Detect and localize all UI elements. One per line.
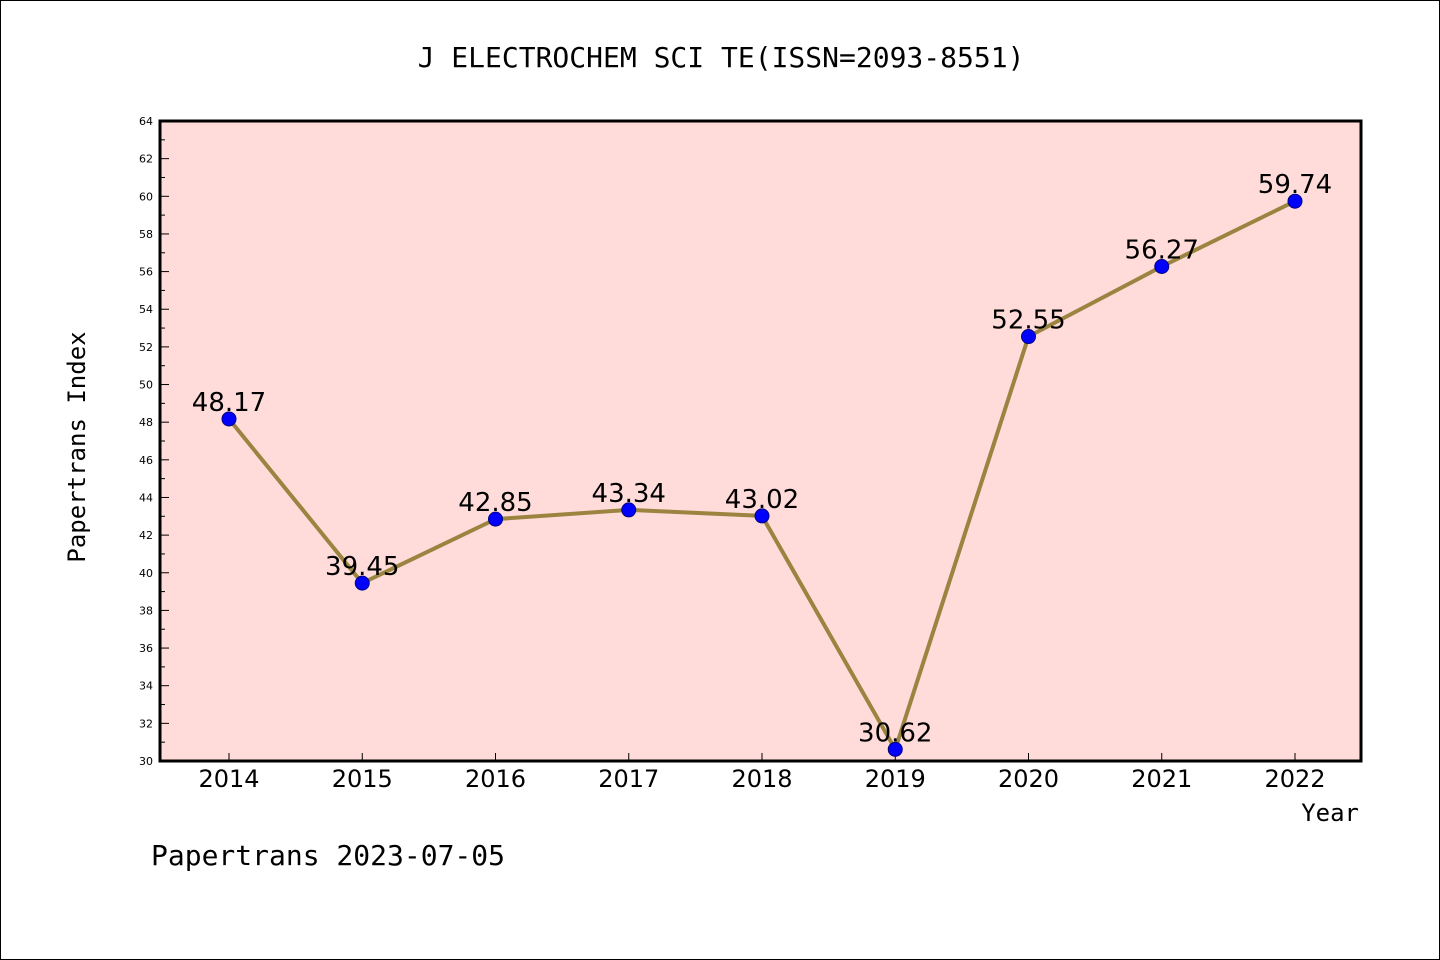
data-point xyxy=(1154,259,1170,275)
y-tick-label: 34 xyxy=(139,680,153,693)
data-point xyxy=(354,575,370,591)
plot-border xyxy=(158,119,1363,763)
data-point xyxy=(1287,193,1303,209)
y-tick-label: 30 xyxy=(139,755,153,768)
data-point xyxy=(221,411,237,427)
x-tick-label: 2020 xyxy=(998,765,1059,793)
x-tick-label: 2019 xyxy=(865,765,926,793)
x-tick-label: 2015 xyxy=(332,765,393,793)
y-tick-label: 56 xyxy=(139,266,153,279)
y-tick-label: 50 xyxy=(139,379,153,392)
y-tick-label: 62 xyxy=(139,153,153,166)
y-tick-label: 32 xyxy=(139,717,153,730)
data-label: 43.02 xyxy=(725,485,799,515)
x-tick-label: 2014 xyxy=(198,765,259,793)
x-axis-label: Year xyxy=(1301,799,1359,827)
data-labels: 48.17 39.45 42.85 43.34 43.02 30.62 52.55 56.27… xyxy=(192,170,1332,748)
data-label: 59.74 xyxy=(1258,170,1332,200)
x-tick-label: 2021 xyxy=(1131,765,1192,793)
data-point xyxy=(887,741,903,757)
y-tick-label: 58 xyxy=(139,228,153,241)
y-tick-label: 64 xyxy=(139,115,153,128)
y-tick-label: 42 xyxy=(139,529,153,542)
data-point xyxy=(621,502,637,518)
data-label: 52.55 xyxy=(991,306,1065,336)
y-tick-label: 48 xyxy=(139,416,153,429)
plot-area xyxy=(160,121,1361,761)
y-tick-label: 60 xyxy=(139,190,153,203)
y-tick-label: 52 xyxy=(139,341,153,354)
data-label: 39.45 xyxy=(325,552,399,582)
x-tick-label: 2018 xyxy=(731,765,792,793)
data-point xyxy=(754,508,770,524)
data-label: 56.27 xyxy=(1125,236,1199,266)
y-tick-label: 36 xyxy=(139,642,153,655)
y-tick-label: 54 xyxy=(139,303,153,316)
data-label: 48.17 xyxy=(192,388,266,418)
x-tick-labels: 2014 2015 2016 2017 2018 2019 2020 2021 2022 xyxy=(198,765,1325,793)
data-label: 42.85 xyxy=(458,488,532,518)
y-tick-label: 46 xyxy=(139,454,153,467)
data-label: 30.62 xyxy=(858,718,932,748)
x-tick-label: 2016 xyxy=(465,765,526,793)
footer-text: Papertrans 2023-07-05 xyxy=(151,839,505,872)
data-points xyxy=(221,193,1303,757)
y-tick-label: 44 xyxy=(139,491,153,504)
x-tick-label: 2022 xyxy=(1264,765,1325,793)
y-tick-label: 40 xyxy=(139,567,153,580)
chart-title: J ELECTROCHEM SCI TE(ISSN=2093-8551) xyxy=(418,41,1025,74)
data-point xyxy=(488,511,503,527)
data-point xyxy=(1021,329,1036,345)
data-label: 43.34 xyxy=(592,479,666,509)
y-axis-label: Papertrans Index xyxy=(63,331,91,562)
y-tick-label: 38 xyxy=(139,604,153,617)
y-tick-labels: 30 32 34 36 38 40 42 44 46 48 50 52 54 56 58 60 62 64 xyxy=(139,115,153,768)
x-tick-label: 2017 xyxy=(598,765,659,793)
